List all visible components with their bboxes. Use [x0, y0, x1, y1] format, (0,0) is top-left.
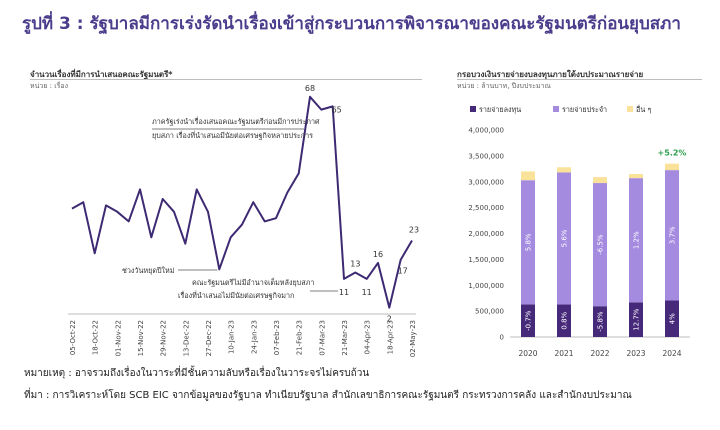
- annotation-text: คณะรัฐมนตรีไม่มีอำนาจเต็มหลังยุบสภา: [192, 277, 314, 287]
- annotation-text: ช่วงวันหยุดปีใหม่: [122, 266, 175, 275]
- bar-y-tick-label: 1,500,000: [468, 256, 504, 264]
- bar-x-tick-label: 2020: [518, 349, 537, 358]
- line-x-tick-label: 21-Feb-23: [296, 320, 304, 355]
- bar-x-tick-label: 2021: [554, 349, 573, 358]
- annotation-text: เรื่องที่นำเสนอไม่มีนัยต่อเศรษฐกิจมาก: [178, 291, 294, 300]
- line-chart: 05-Oct-22 18-Oct-22 01-Nov-22 15-Nov-22 29-N…: [68, 84, 419, 357]
- bar-y-tick-label: 2,500,000: [468, 204, 504, 212]
- bar-segment: [593, 177, 607, 184]
- bar-segment: [629, 178, 643, 303]
- stacked-bar-chart: 0 500,000 1,000,000 1,500,000 2,000,000 2,500…: [468, 105, 690, 358]
- annotation-text: ภาครัฐเร่งนำเรื่องเสนอคณะรัฐมนตรีก่อนมีก…: [152, 117, 320, 126]
- bar-y-tick-label: 4,000,000: [468, 127, 504, 135]
- line-x-tick-label: 05-Oct-22: [69, 320, 77, 355]
- line-x-tick-label: 18-Apr-23: [386, 320, 394, 354]
- bar-segment: [593, 306, 607, 337]
- page-title: รูปที่ 3 : รัฐบาลมีการเร่งรัดนำเรื่องเข้…: [22, 14, 681, 34]
- line-x-tick-label: 13-Dec-22: [182, 320, 190, 356]
- line-point-label: 23: [409, 226, 419, 235]
- bar-segment-label: 3.7%: [669, 226, 677, 244]
- bar-segment: [629, 173, 643, 179]
- bar-segment: [557, 172, 571, 305]
- line-chart-unit: หน่วย : เรื่อง: [30, 82, 69, 90]
- bar-x-tick-label: 2023: [626, 349, 645, 358]
- bar-chart-divider: [457, 79, 702, 80]
- bar-segment: [557, 304, 571, 337]
- line-x-tick-label: 18-Oct-22: [92, 320, 100, 355]
- footnote: หมายเหตุ : อาจรวมถึงเรื่องในวาระที่มีชั้…: [24, 368, 370, 379]
- legend-swatch: [470, 106, 476, 112]
- line-x-tick-label: 10-Jan-23: [228, 320, 236, 354]
- line-point-label: 11: [362, 288, 372, 297]
- line-x-tick-label: 07-Mar-23: [318, 320, 326, 356]
- line-x-tick-label: 15-Nov-22: [137, 320, 145, 356]
- line-point-label: 13: [350, 259, 360, 268]
- bar-y-tick-label: 2,000,000: [468, 230, 504, 238]
- bar-segment-label: 12.7%: [633, 308, 641, 331]
- source-note: ที่มา : การวิเคราะห์โดย SCB EIC จากข้อมู…: [24, 390, 632, 401]
- line-point-label: 17: [398, 267, 408, 276]
- line-x-tick-label: 27-Dec-22: [205, 320, 213, 356]
- bar-segment: [629, 302, 643, 337]
- bar-segment-label: 0.8%: [561, 311, 569, 329]
- bar-y-tick-label: 1,000,000: [468, 282, 504, 290]
- bar-segment-label: -0.7%: [525, 310, 533, 331]
- legend-swatch: [627, 106, 633, 112]
- bar-segment: [557, 167, 571, 173]
- bar-y-tick-label: 3,000,000: [468, 178, 504, 186]
- bar-x-tick-label: 2022: [590, 349, 609, 358]
- line-x-tick-label: 04-Apr-23: [364, 320, 372, 354]
- bar-segment: [521, 304, 535, 337]
- bar-segment: [521, 180, 535, 305]
- legend-label: รายจ่ายลงทุน: [479, 105, 521, 114]
- legend-label: รายจ่ายประจำ: [562, 105, 607, 114]
- bar-y-tick-label: 0: [500, 334, 504, 342]
- legend-swatch: [553, 106, 559, 112]
- annotation-text: ยุบสภา เรื่องที่นำเสนอมีนัยต่อเศรษฐกิจหล…: [152, 131, 313, 140]
- line-x-tick-label: 29-Nov-22: [160, 320, 168, 356]
- growth-annotation: +5.2%: [658, 149, 687, 158]
- line-x-tick-label: 01-Nov-22: [114, 320, 122, 356]
- line-point-label: 68: [305, 84, 315, 93]
- bar-x-tick-label: 2024: [662, 349, 681, 358]
- bar-segment-label: 5.8%: [525, 233, 533, 251]
- bar-segment-label: 4%: [669, 313, 677, 324]
- bar-segment: [665, 163, 679, 171]
- bar-chart-unit: หน่วย : ล้านบาท, ปีงบประมาณ: [457, 82, 551, 90]
- line-point-label: 65: [332, 105, 342, 114]
- line-point-label: 11: [339, 288, 349, 297]
- bar-segment: [665, 300, 679, 337]
- line-chart-title: จำนวนเรื่องที่มีการนำเสนอคณะรัฐมนตรี*: [30, 70, 173, 79]
- bar-segment: [665, 170, 679, 301]
- line-point-label: 16: [373, 250, 383, 259]
- line-x-tick-label: 24-Jan-23: [250, 320, 258, 354]
- bar-chart-title: กรอบวงเงินรายจ่ายงบลงทุนภายใต้งบประมาณรา…: [457, 70, 644, 79]
- bar-segment: [521, 171, 535, 181]
- legend-label: อื่น ๆ: [636, 105, 652, 114]
- bar-segment-label: 5.6%: [561, 229, 569, 247]
- line-x-tick-label: 07-Feb-23: [273, 320, 281, 355]
- bar-segment: [593, 183, 607, 307]
- bar-segment-label: -5.8%: [597, 311, 605, 332]
- line-series: [71, 95, 413, 309]
- line-x-tick-label: 02-May-23: [409, 320, 417, 357]
- line-x-tick-label: 21-Mar-23: [341, 320, 349, 356]
- bar-segment-label: 1.2%: [633, 231, 641, 249]
- line-chart-divider: [30, 79, 422, 80]
- line-point-label: 2: [387, 315, 392, 324]
- bar-y-tick-label: 3,500,000: [468, 152, 504, 160]
- bar-segment-label: -6.5%: [597, 234, 605, 255]
- bar-y-tick-label: 500,000: [475, 308, 504, 316]
